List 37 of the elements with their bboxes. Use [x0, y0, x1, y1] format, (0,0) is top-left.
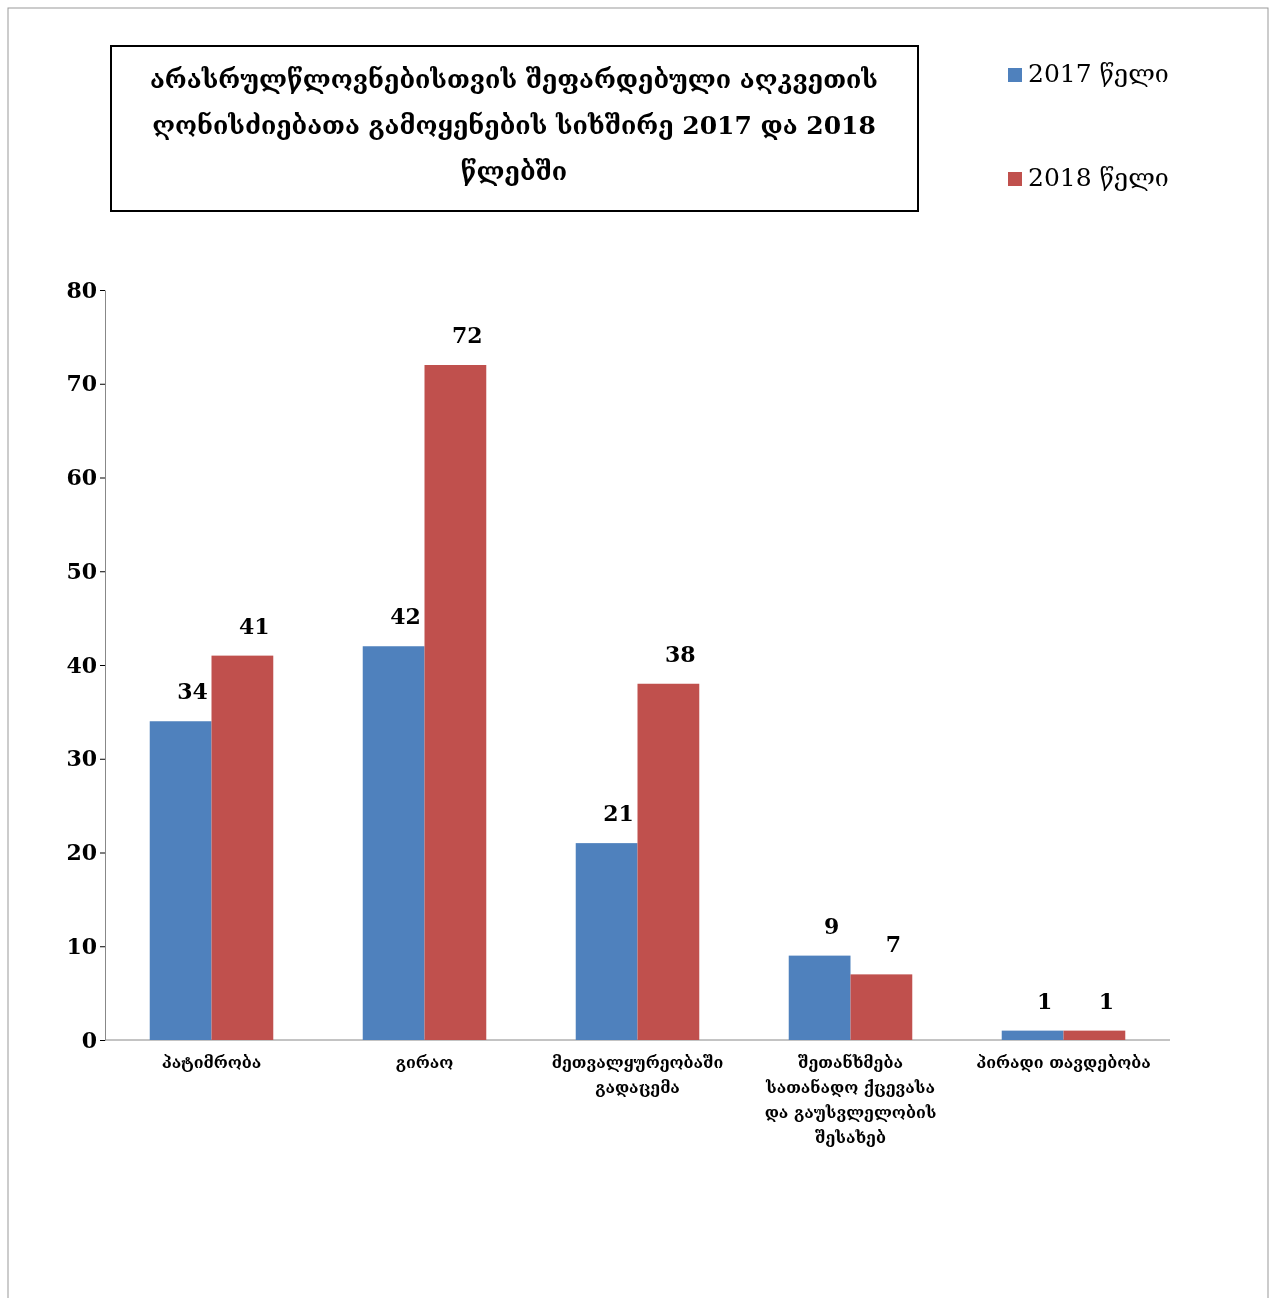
legend-label: 2017 წელი [1028, 59, 1169, 88]
bar [211, 655, 274, 1040]
data-label: 41 [239, 612, 270, 639]
data-label: 21 [603, 800, 634, 827]
x-tick-label: გირაო [395, 1053, 454, 1072]
x-tick-label: პირადი თავდებობა [976, 1053, 1151, 1072]
legend-label: 2018 წელი [1028, 163, 1169, 192]
data-label: 42 [390, 603, 421, 630]
bar [1063, 1030, 1126, 1040]
data-label: 38 [665, 640, 696, 667]
bar [850, 974, 913, 1040]
data-label: 1 [1098, 987, 1115, 1014]
y-tick-label: 0 [81, 1026, 97, 1053]
y-tick-label: 20 [66, 839, 97, 866]
y-tick-label: 40 [66, 651, 97, 678]
y-tick-label: 80 [66, 276, 97, 303]
y-tick-label: 60 [66, 464, 97, 491]
y-tick-label: 10 [66, 932, 97, 959]
x-tick-label: შეთანხმება სათანადო ქცევასა და გაუსვლელობის შესახებ [764, 1053, 937, 1147]
data-label: 9 [823, 912, 840, 939]
bar [575, 843, 638, 1040]
bar [637, 683, 700, 1040]
bar [149, 721, 212, 1040]
bar [1001, 1030, 1064, 1040]
data-label: 1 [1036, 987, 1053, 1014]
data-label: 72 [452, 322, 483, 348]
bar [788, 955, 851, 1040]
data-label: 7 [885, 931, 902, 958]
chart-title: არასრულწლოვნებისთვის შეფარდებული აღკვეთის ღონისძიებათა გამოყენების სიხშირე 2017 და 2018 წლებში [150, 65, 878, 186]
x-tick-label: პატიმრობა [161, 1053, 262, 1072]
bar [424, 365, 487, 1040]
y-tick-label: 50 [66, 557, 97, 584]
data-label: 34 [177, 678, 208, 705]
y-tick-label: 30 [66, 745, 97, 772]
y-tick-label: 70 [66, 370, 97, 397]
x-tick-label: მეთვალყურეობაში გადაცემა [551, 1053, 724, 1097]
bar [362, 646, 425, 1040]
